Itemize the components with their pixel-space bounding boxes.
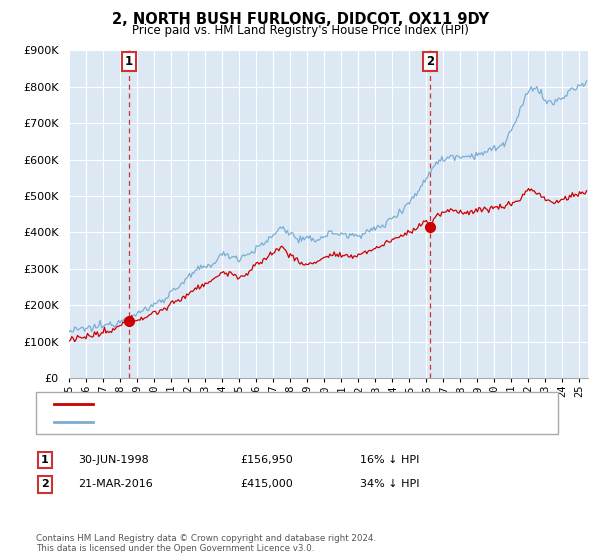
Text: HPI: Average price, detached house, South Oxfordshire: HPI: Average price, detached house, Sout… [99,417,400,427]
Text: 2, NORTH BUSH FURLONG, DIDCOT, OX11 9DY (detached house): 2, NORTH BUSH FURLONG, DIDCOT, OX11 9DY … [99,399,452,409]
Text: £415,000: £415,000 [240,479,293,489]
Text: 34% ↓ HPI: 34% ↓ HPI [360,479,419,489]
Text: Contains HM Land Registry data © Crown copyright and database right 2024.
This d: Contains HM Land Registry data © Crown c… [36,534,376,553]
Text: 2: 2 [41,479,49,489]
Text: 1: 1 [41,455,49,465]
Text: 1: 1 [124,55,133,68]
Text: Price paid vs. HM Land Registry's House Price Index (HPI): Price paid vs. HM Land Registry's House … [131,24,469,36]
Text: 16% ↓ HPI: 16% ↓ HPI [360,455,419,465]
Text: £156,950: £156,950 [240,455,293,465]
Text: 2: 2 [426,55,434,68]
Text: 2, NORTH BUSH FURLONG, DIDCOT, OX11 9DY: 2, NORTH BUSH FURLONG, DIDCOT, OX11 9DY [112,12,488,27]
Text: 21-MAR-2016: 21-MAR-2016 [78,479,153,489]
Text: 30-JUN-1998: 30-JUN-1998 [78,455,149,465]
